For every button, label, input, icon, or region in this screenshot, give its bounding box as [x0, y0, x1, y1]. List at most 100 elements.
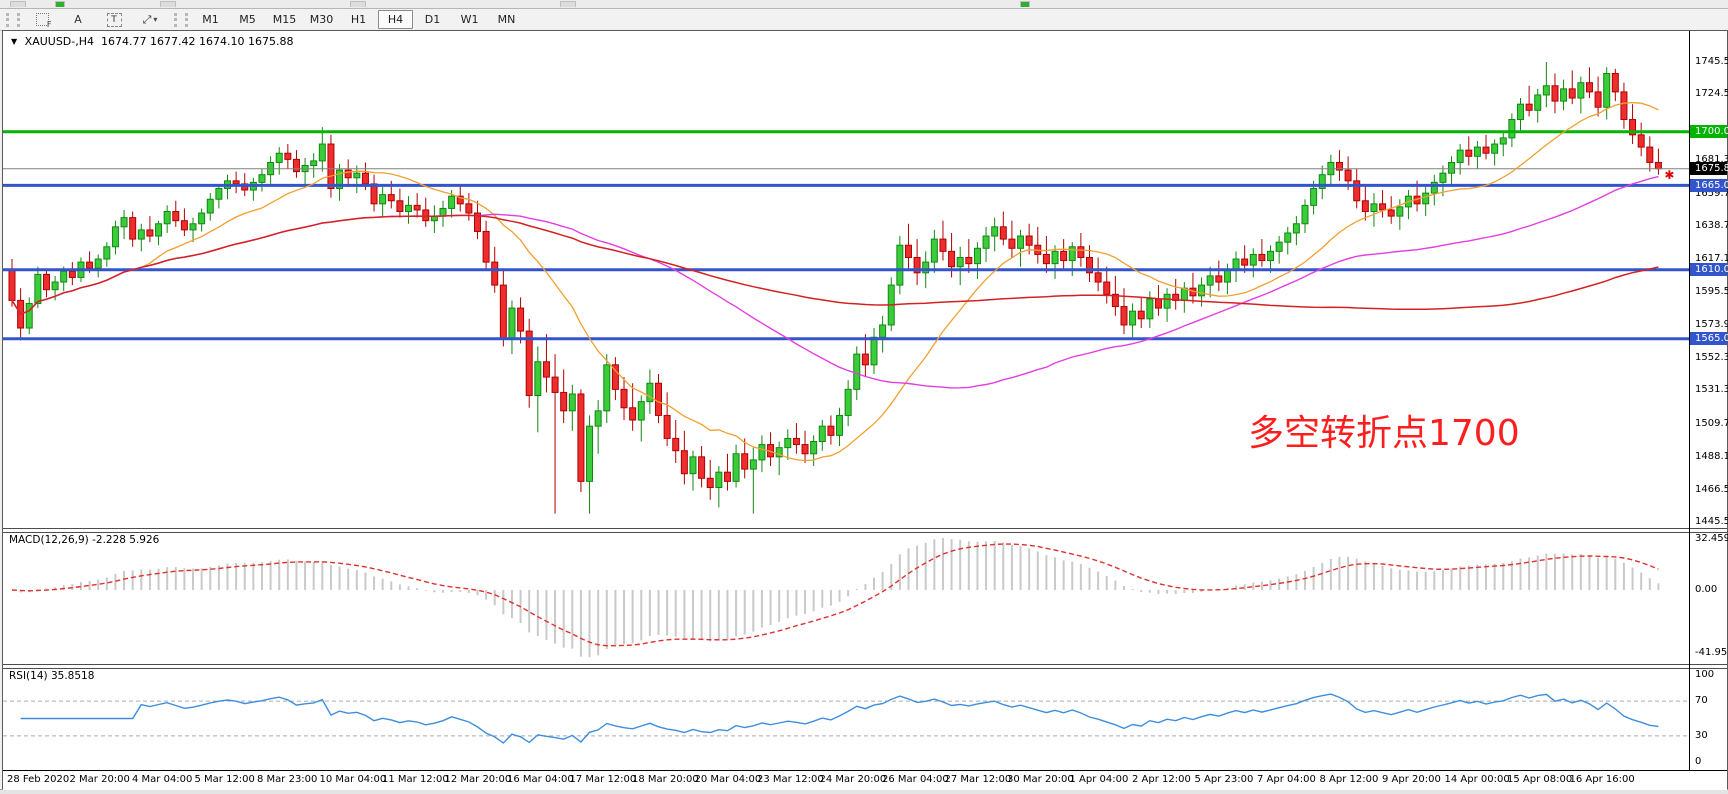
- time-axis-label: 1 Apr 04:00: [1069, 774, 1129, 785]
- candle-down: [655, 382, 662, 416]
- candle-up: [1267, 250, 1275, 262]
- toolbar-grip[interactable]: [174, 12, 188, 27]
- timeframe-button-d1[interactable]: D1: [424, 13, 441, 26]
- macd-indicator-pane[interactable]: MACD(12,26,9) -2.228 5.926: [3, 531, 1689, 661]
- rsi-indicator-pane[interactable]: RSI(14) 35.8518: [3, 667, 1689, 771]
- pane-separator[interactable]: [3, 664, 1727, 669]
- price-tick-label: 1488.10: [1695, 450, 1728, 462]
- candle-down: [1335, 161, 1343, 171]
- rsi-axis-label: 0: [1695, 756, 1702, 767]
- price-level-badge: 1665.00: [1690, 178, 1728, 192]
- candle-down: [361, 172, 369, 185]
- candle-down: [577, 393, 585, 482]
- candle-down: [706, 477, 714, 488]
- candle-up: [1068, 246, 1076, 262]
- macd-canvas[interactable]: [3, 531, 1689, 661]
- current-price-badge: 1675.88: [1690, 162, 1728, 176]
- candle-down: [68, 270, 76, 278]
- candle-up: [1310, 187, 1318, 206]
- candle-up: [94, 258, 102, 269]
- candle-up: [1232, 258, 1240, 271]
- candle-up: [215, 187, 223, 200]
- candle-down: [1525, 103, 1533, 111]
- candle-down: [827, 425, 835, 436]
- time-axis[interactable]: 28 Feb 2020 2 Mar 20:00 4 Mar 04:00 5 Mar 1…: [3, 770, 1727, 790]
- macd-label: MACD(12,26,9) -2.228 5.926: [9, 534, 160, 546]
- label-tool-icon[interactable]: T: [97, 10, 131, 30]
- candle-down: [1379, 203, 1387, 211]
- candle-up: [810, 440, 818, 455]
- time-axis-label: 26 Mar 04:00: [882, 774, 949, 785]
- candle-up: [1517, 103, 1524, 120]
- candle-up: [25, 302, 33, 329]
- time-axis-label: 18 Mar 20:00: [632, 774, 699, 785]
- candle-down: [387, 194, 395, 202]
- timeframe-button-m30[interactable]: M30: [309, 13, 334, 26]
- candle-down: [698, 456, 706, 479]
- timeframe-button-h1[interactable]: H1: [350, 13, 367, 26]
- candle-up: [1370, 203, 1378, 212]
- candle-down: [327, 143, 335, 189]
- macd-signal-line: [11, 543, 1659, 647]
- price-level-badge: 1565.00: [1690, 332, 1728, 346]
- rsi-value: 35.8518: [50, 670, 95, 682]
- toolbar-grip[interactable]: [6, 12, 20, 27]
- candle-down: [939, 238, 947, 252]
- candle-down: [542, 361, 550, 378]
- time-axis-label: 2 Mar 20:00: [69, 774, 130, 785]
- candle-up: [534, 361, 542, 396]
- candle-up: [1249, 253, 1257, 266]
- candle-down: [465, 203, 473, 214]
- price-chart-canvas[interactable]: ✱: [3, 31, 1689, 528]
- collapse-triangle-icon[interactable]: ▼: [11, 37, 18, 46]
- candle-up: [1318, 174, 1326, 189]
- candle-down: [1077, 246, 1085, 258]
- candle-up: [1180, 287, 1188, 301]
- candle-down: [904, 244, 912, 258]
- rsi-axis-label: 100: [1695, 669, 1715, 680]
- candle-up: [405, 204, 413, 212]
- timeframe-button-h4[interactable]: H4: [378, 10, 413, 29]
- price-chart-pane[interactable]: ✱ ▼ XAUUSD-,H4 1674.77 1677.42 1674.10 1…: [3, 31, 1689, 528]
- macd-axis-label: -41.95: [1695, 647, 1728, 658]
- candle-up: [1284, 232, 1292, 243]
- candle-up: [206, 198, 214, 214]
- candle-up: [1456, 149, 1464, 163]
- candle-up: [715, 471, 723, 488]
- grid-f-icon[interactable]: F: [25, 10, 59, 30]
- candle-down: [1086, 256, 1093, 274]
- candle-down: [1585, 82, 1593, 93]
- timeframe-button-m15[interactable]: M15: [272, 13, 297, 26]
- timeframe-button-m5[interactable]: M5: [239, 13, 256, 26]
- macd-axis-label: 32.459: [1695, 533, 1728, 544]
- price-axis[interactable]: 1745.50 1724.50 1681.30 1659.70 1638.70 1617.…: [1690, 31, 1728, 790]
- time-axis-label: 11 Mar 12:00: [382, 774, 449, 785]
- symbol-period-label: XAUUSD-,H4: [24, 35, 95, 48]
- candle-up: [870, 336, 878, 366]
- timeframe-button-mn[interactable]: MN: [497, 13, 516, 26]
- candle-down: [1637, 134, 1645, 148]
- candle-down: [232, 180, 240, 185]
- timeframe-button-w1[interactable]: W1: [460, 13, 479, 26]
- text-tool-icon[interactable]: A: [74, 13, 82, 26]
- high-value: 1677.42: [150, 35, 196, 48]
- candle-up: [1301, 204, 1309, 225]
- candle-up: [637, 401, 645, 421]
- arrows-tool-icon[interactable]: ⤢ ▾: [142, 12, 158, 26]
- candle-up: [336, 169, 344, 189]
- candle-up: [1603, 72, 1611, 108]
- candle-down: [1611, 72, 1619, 93]
- candle-down: [560, 391, 568, 412]
- candle-down: [473, 212, 481, 232]
- price-level-badge: 1610.00: [1690, 263, 1728, 277]
- rsi-canvas[interactable]: [3, 667, 1689, 771]
- time-axis-label: 16 Mar 04:00: [507, 774, 574, 785]
- candle-up: [60, 270, 68, 283]
- candle-up: [1051, 250, 1059, 265]
- timeframe-button-m1[interactable]: M1: [202, 13, 219, 26]
- candle-down: [396, 200, 404, 212]
- candle-down: [663, 414, 671, 439]
- pane-separator[interactable]: [3, 528, 1727, 533]
- candle-down: [180, 220, 188, 231]
